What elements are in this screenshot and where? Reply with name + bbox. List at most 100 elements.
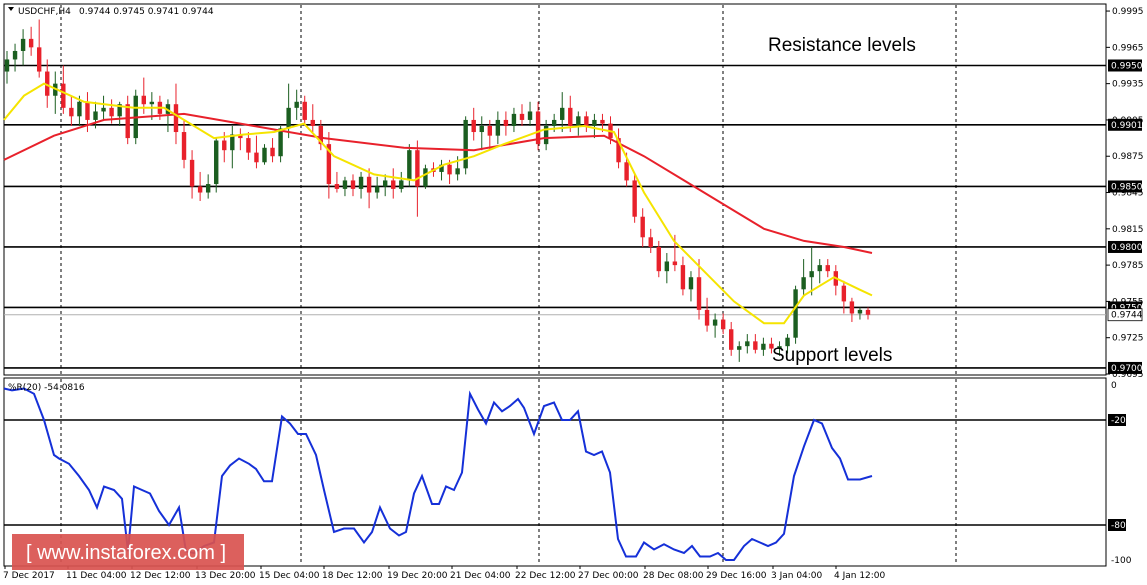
candle-body-68 bbox=[551, 119, 557, 126]
level-tag-label-5: 0.9700 bbox=[1111, 364, 1143, 374]
level-tag-label-3: 0.9800 bbox=[1111, 243, 1143, 253]
price-tick-label-1: 0.9965 bbox=[1112, 43, 1144, 53]
candle-body-11 bbox=[93, 111, 98, 120]
candle-body-22 bbox=[181, 132, 187, 160]
level-tag-3 bbox=[1108, 240, 1142, 253]
candle-body-99 bbox=[801, 277, 806, 290]
candle-body-67 bbox=[543, 125, 549, 145]
osc-tick-label-3: -100 bbox=[1111, 556, 1132, 566]
candle-body-97 bbox=[785, 337, 790, 347]
candle-body-10 bbox=[85, 101, 90, 120]
candle-body-77 bbox=[624, 162, 629, 181]
candle-body-2 bbox=[20, 38, 26, 51]
time-label-6: 19 Dec 20:00 bbox=[387, 571, 448, 581]
candle-body-74 bbox=[600, 119, 605, 124]
osc-tag-1 bbox=[1108, 414, 1126, 426]
candle-body-59 bbox=[479, 125, 484, 133]
candle-body-107 bbox=[865, 309, 871, 315]
chart-symbol: USDCHF,H4 bbox=[18, 7, 71, 17]
candle-body-43 bbox=[350, 180, 356, 189]
candle-body-15 bbox=[125, 104, 130, 139]
current-price-tag-label: 0.9744 bbox=[1111, 311, 1143, 321]
candle-body-62 bbox=[503, 119, 509, 126]
time-label-2: 12 Dec 12:00 bbox=[130, 571, 191, 581]
resistance-label: Resistance levels bbox=[768, 35, 916, 56]
candle-body-28 bbox=[230, 134, 235, 151]
candle-body-36 bbox=[294, 101, 299, 108]
candle-body-38 bbox=[310, 119, 315, 126]
level-tag-2 bbox=[1108, 180, 1142, 193]
candle-body-48 bbox=[391, 180, 396, 189]
ma-fast-line bbox=[3, 82, 873, 325]
candle-body-54 bbox=[439, 164, 444, 172]
price-panel bbox=[3, 3, 1107, 376]
candle-body-69 bbox=[560, 107, 565, 120]
candle-body-72 bbox=[584, 116, 589, 126]
candle-body-9 bbox=[77, 101, 82, 117]
candle-body-0 bbox=[4, 59, 10, 72]
candle-body-26 bbox=[214, 140, 219, 185]
candle-body-83 bbox=[672, 261, 678, 266]
candle-body-25 bbox=[205, 184, 211, 193]
williams-r-line bbox=[3, 387, 873, 561]
level-tag-label-0: 0.9950 bbox=[1111, 61, 1143, 71]
osc-tick-label-0: 0 bbox=[1111, 381, 1117, 391]
candle-body-73 bbox=[592, 119, 597, 126]
candle-body-34 bbox=[278, 128, 283, 157]
osc-tick-label-2: -80 bbox=[1111, 521, 1126, 531]
time-label-5: 18 Dec 12:00 bbox=[322, 571, 383, 581]
price-tick-label-10: 0.9695 bbox=[1112, 370, 1144, 380]
support-label: Support levels bbox=[772, 345, 892, 366]
candle-body-93 bbox=[753, 341, 758, 350]
candle-body-86 bbox=[696, 277, 702, 310]
candle-body-12 bbox=[101, 107, 106, 112]
candle-body-80 bbox=[648, 237, 653, 247]
candle-body-84 bbox=[680, 265, 686, 290]
candle-body-23 bbox=[189, 159, 195, 187]
candle-body-39 bbox=[318, 125, 324, 145]
candle-body-40 bbox=[326, 144, 332, 185]
candle-body-27 bbox=[222, 140, 227, 151]
candle-body-24 bbox=[197, 186, 203, 193]
time-label-3: 13 Dec 20:00 bbox=[195, 571, 256, 581]
candle-body-95 bbox=[769, 343, 774, 349]
candle-body-41 bbox=[334, 184, 340, 189]
candle-body-30 bbox=[246, 138, 251, 153]
candle-body-102 bbox=[825, 265, 830, 272]
candle-body-44 bbox=[358, 176, 364, 189]
oscillator-header: %R(20) -54.0816 bbox=[8, 383, 85, 393]
candle-body-49 bbox=[399, 180, 404, 189]
candle-body-31 bbox=[254, 152, 259, 163]
time-label-11: 29 Dec 16:00 bbox=[706, 571, 767, 581]
candle-body-60 bbox=[487, 125, 493, 136]
candle-body-100 bbox=[809, 271, 814, 278]
candle-body-8 bbox=[69, 107, 74, 117]
candle-body-50 bbox=[407, 150, 412, 181]
candle-body-4 bbox=[36, 47, 42, 72]
current-price-tag bbox=[1107, 308, 1143, 322]
candle-body-105 bbox=[849, 301, 855, 314]
candle-body-3 bbox=[28, 38, 34, 48]
candle-body-96 bbox=[777, 346, 782, 349]
level-tag-5 bbox=[1108, 361, 1142, 374]
time-label-4: 15 Dec 04:00 bbox=[259, 571, 320, 581]
level-tag-label-2: 0.9850 bbox=[1111, 182, 1143, 192]
candle-body-52 bbox=[423, 168, 428, 187]
level-tag-0 bbox=[1108, 59, 1142, 72]
candle-body-61 bbox=[495, 119, 501, 136]
candle-body-33 bbox=[270, 147, 275, 157]
price-tick-label-2: 0.9935 bbox=[1112, 80, 1144, 90]
price-tick-label-0: 0.9995 bbox=[1112, 7, 1144, 17]
menu-triangle-icon[interactable] bbox=[8, 7, 14, 11]
osc-tag-2 bbox=[1108, 519, 1126, 531]
candle-body-65 bbox=[527, 111, 533, 120]
candle-body-42 bbox=[342, 180, 348, 189]
candle-body-5 bbox=[45, 71, 50, 96]
candle-body-7 bbox=[61, 83, 66, 108]
price-tick-label-7: 0.9785 bbox=[1112, 261, 1144, 271]
candle-body-64 bbox=[519, 113, 525, 120]
time-label-1: 11 Dec 04:00 bbox=[66, 571, 127, 581]
watermark-box bbox=[12, 534, 244, 570]
candle-body-1 bbox=[12, 50, 18, 60]
